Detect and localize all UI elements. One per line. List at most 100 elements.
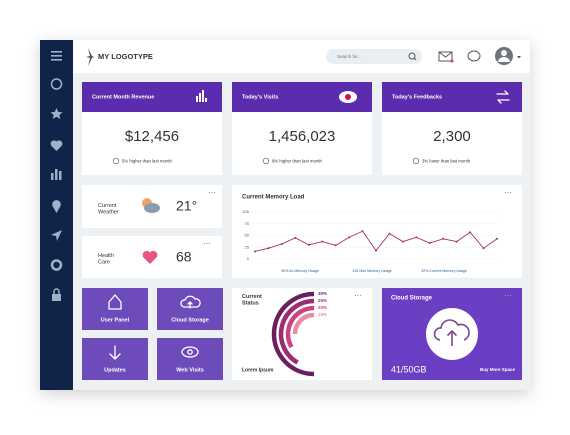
tile-label: Web Visits xyxy=(176,367,204,373)
point xyxy=(294,236,297,239)
target-icon[interactable] xyxy=(50,78,63,90)
logo-mark xyxy=(86,48,94,66)
stat-value: 1,456,023 xyxy=(269,128,336,145)
stat-header xyxy=(82,82,222,112)
search-box[interactable] xyxy=(326,49,422,64)
note-icon xyxy=(412,157,420,165)
arc-label: 20% xyxy=(318,305,327,310)
point xyxy=(348,236,351,239)
tile-label: Updates xyxy=(104,367,126,373)
icon-bar xyxy=(196,96,198,102)
point xyxy=(267,247,270,250)
point xyxy=(442,237,445,240)
point xyxy=(375,249,377,252)
point xyxy=(334,244,337,247)
more-button[interactable]: ··· xyxy=(208,188,216,197)
topbar xyxy=(73,40,530,73)
stat-value: 2,300 xyxy=(433,128,471,145)
icon-bar xyxy=(205,98,207,102)
point xyxy=(496,237,498,240)
search-icon[interactable] xyxy=(408,52,417,61)
stat-note: 9% higher than last month xyxy=(272,159,323,164)
chart-note: 50% Av Memory Usage xyxy=(281,269,319,273)
point xyxy=(361,230,364,233)
star-icon[interactable] xyxy=(50,108,63,119)
icon-bar xyxy=(199,93,201,102)
more-button[interactable]: ··· xyxy=(354,291,362,300)
health-value: 68 xyxy=(176,249,192,265)
chart-note: 32% Current Memory Usage xyxy=(421,269,467,273)
storage-title: Cloud Storage xyxy=(391,296,433,302)
arc-label: 25% xyxy=(318,298,327,303)
health-label: Health Care xyxy=(98,253,114,266)
more-button[interactable]: ··· xyxy=(504,188,512,197)
swap-icon xyxy=(496,90,510,104)
sidebar xyxy=(40,40,73,390)
menu-icon[interactable] xyxy=(51,51,62,61)
point xyxy=(254,250,256,253)
tile-label: Cloud Storage xyxy=(171,317,209,323)
heart-icon xyxy=(142,250,158,264)
status-arc xyxy=(285,305,315,349)
stats-icon[interactable] xyxy=(51,169,62,180)
y-tick-label: 50 xyxy=(245,233,250,238)
eye-icon xyxy=(181,346,199,358)
more-button[interactable]: ··· xyxy=(504,291,512,300)
stat-title: Today's Visits xyxy=(242,94,278,100)
y-tick-label: 0 xyxy=(247,256,250,261)
weather-icon xyxy=(142,198,160,213)
y-tick-label: 25 xyxy=(245,244,250,249)
point xyxy=(388,232,391,235)
stat-value: $12,456 xyxy=(125,128,179,145)
chat-icon[interactable] xyxy=(467,50,481,62)
stat-header xyxy=(382,82,522,112)
cloud-icon xyxy=(180,295,201,309)
location-icon[interactable] xyxy=(52,200,61,213)
point xyxy=(428,242,431,245)
weather-label: Current Weather xyxy=(98,203,119,216)
y-tick-label: 75 xyxy=(245,221,250,226)
tile-label: User Panel xyxy=(101,317,130,323)
buy-button[interactable]: Buy More Space xyxy=(480,367,516,372)
arc-label: 15% xyxy=(318,312,327,317)
point xyxy=(321,240,324,243)
point xyxy=(415,236,418,239)
status-arc xyxy=(278,298,315,365)
point xyxy=(455,240,458,243)
logo-text: MY LOGOTYPE xyxy=(98,52,153,61)
avatar[interactable] xyxy=(495,47,521,65)
arc-label: 30% xyxy=(318,291,327,296)
stat-title: Today's Feedbacks xyxy=(392,94,442,100)
lock-icon[interactable] xyxy=(52,288,61,301)
chart-title: Current Status xyxy=(242,294,262,307)
weather-value: 21° xyxy=(176,198,197,214)
more-button[interactable]: ··· xyxy=(203,239,211,248)
chart-note: 125 Max Memory Usage xyxy=(352,269,391,273)
settings-icon[interactable] xyxy=(50,259,63,271)
point xyxy=(307,243,310,246)
mail-icon[interactable] xyxy=(438,51,454,63)
note-icon xyxy=(112,157,120,165)
tile[interactable] xyxy=(157,338,223,380)
chart-title: Current Memory Load xyxy=(242,195,305,201)
home-icon xyxy=(108,294,122,310)
memory-card xyxy=(232,185,522,278)
status-arc xyxy=(292,312,315,335)
upload-icon xyxy=(446,329,458,346)
status-arc xyxy=(271,291,315,377)
tile[interactable] xyxy=(157,288,223,330)
point xyxy=(469,231,472,234)
stat-title: Current Month Revenue xyxy=(92,94,154,100)
point xyxy=(401,240,404,243)
down-icon xyxy=(109,345,121,360)
stat-note: 3% lower than last month xyxy=(422,159,471,164)
cloud-icon xyxy=(433,319,470,341)
note-icon xyxy=(262,157,270,165)
storage-used: 41/50GB xyxy=(391,364,427,374)
y-tick-label: 100 xyxy=(242,209,249,214)
eye-pupil xyxy=(345,94,351,100)
heart-icon[interactable] xyxy=(50,140,63,151)
send-icon[interactable] xyxy=(51,230,62,241)
point xyxy=(482,247,485,250)
